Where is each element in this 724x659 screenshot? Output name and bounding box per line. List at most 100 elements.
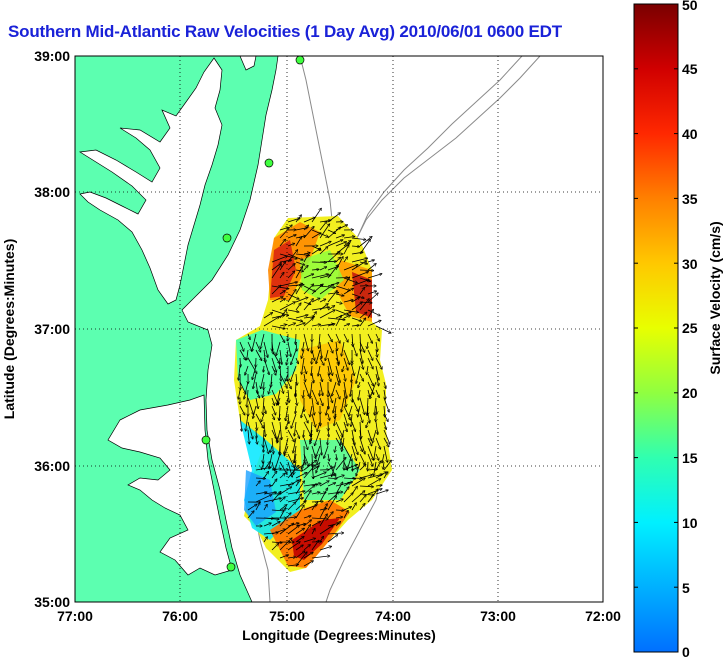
velocity-arrow [359,437,365,454]
y-axis-label: Latitude (Degrees:Minutes) [1,239,17,419]
velocity-arrow [359,270,374,271]
velocity-arrow [244,381,249,399]
velocity-arrow [383,413,388,422]
velocity-arrow [263,313,273,319]
velocity-arrow [367,429,372,441]
velocity-arrow [367,333,372,343]
velocity-arrow [335,389,340,399]
velocity-arrow [264,349,266,363]
velocity-arrow [383,472,388,479]
x-tick-label: 76:00 [162,608,198,624]
velocity-arrow [375,490,388,495]
y-tick-label: 37:00 [34,321,70,337]
velocity-arrow [263,523,271,527]
velocity-arrow [356,365,361,383]
velocity-arrow [287,491,305,495]
velocity-arrow [367,357,373,369]
velocity-arrow [343,413,348,426]
velocity-arrow [295,494,302,503]
velocity-arrow [343,277,350,287]
velocity-arrow [303,552,313,559]
velocity-arrow [351,478,365,487]
velocity-arrow [359,288,365,295]
velocity-arrow [335,312,351,319]
velocity-arrow [343,237,355,239]
velocity-arrow [295,479,301,487]
velocity-arrow [239,405,245,415]
velocity-arrow [319,221,327,231]
velocity-arrow [319,481,329,487]
velocity-arrow [326,405,329,415]
velocity-arrow [264,421,265,437]
velocity-arrow [263,445,264,452]
velocity-arrow [327,333,332,342]
velocity-arrow [319,526,333,535]
velocity-arrow [263,389,265,398]
velocity-arrow [295,551,305,559]
velocity-arrow [335,458,346,471]
velocity-arrow [367,453,373,466]
velocity-arrow [327,213,340,223]
velocity-arrow [247,511,254,519]
velocity-arrow [359,373,364,381]
velocity-arrow [276,341,281,356]
velocity-arrow [245,365,249,375]
velocity-arrow [271,309,289,315]
velocity-arrow [359,464,366,471]
velocity-arrow [295,267,303,279]
velocity-arrow [247,349,248,360]
velocity-arrow [335,475,344,479]
velocity-arrow [293,437,297,453]
velocity-arrow [279,445,280,455]
velocity-arrow [343,389,346,407]
velocity-arrow [279,349,282,364]
velocity-arrow [295,215,301,223]
velocity-arrow [342,437,345,451]
velocity-arrow [375,485,382,486]
velocity-arrow [367,309,373,319]
map-frame [74,55,604,603]
velocity-arrow [311,528,315,535]
velocity-arrow [319,333,320,348]
velocity-arrow [303,413,308,423]
velocity-arrow [351,503,356,511]
velocity-arrow [319,536,324,543]
velocity-arrow [287,243,295,247]
velocity-arrow [343,421,347,432]
velocity-arrow [359,397,365,415]
velocity-arrow [301,405,305,418]
velocity-arrow [287,323,295,327]
velocity-arrow [271,365,276,375]
velocity-arrow [383,397,389,412]
velocity-arrow [311,312,316,319]
velocity-arrow [279,381,284,393]
velocity-arrow [343,493,353,503]
velocity-arrow [367,373,374,386]
velocity-arrow [294,421,297,436]
velocity-arrow [335,293,344,296]
radar-station-marker [226,562,236,572]
velocity-arrow [351,421,355,431]
velocity-arrow [359,357,363,369]
velocity-arrow [367,309,380,316]
velocity-arrow [335,405,336,418]
velocity-arrow [319,488,328,503]
velocity-arrow [255,467,271,471]
velocity-arrow [256,437,257,444]
velocity-arrow [311,208,321,223]
velocity-arrow [351,373,352,382]
velocity-arrow [303,545,310,551]
velocity-arrow [286,421,289,429]
velocity-arrow [348,453,353,469]
velocity-arrow [319,504,327,519]
velocity-arrow [358,389,361,400]
velocity-arrow [277,429,281,443]
velocity-arrow [287,466,298,479]
velocity-arrow [263,437,269,454]
velocity-arrow [247,341,252,351]
velocity-arrow [287,502,296,511]
velocity-arrow [261,373,265,389]
velocity-arrow [247,333,250,340]
velocity-arrow [319,397,323,406]
velocity-arrow [335,333,340,343]
